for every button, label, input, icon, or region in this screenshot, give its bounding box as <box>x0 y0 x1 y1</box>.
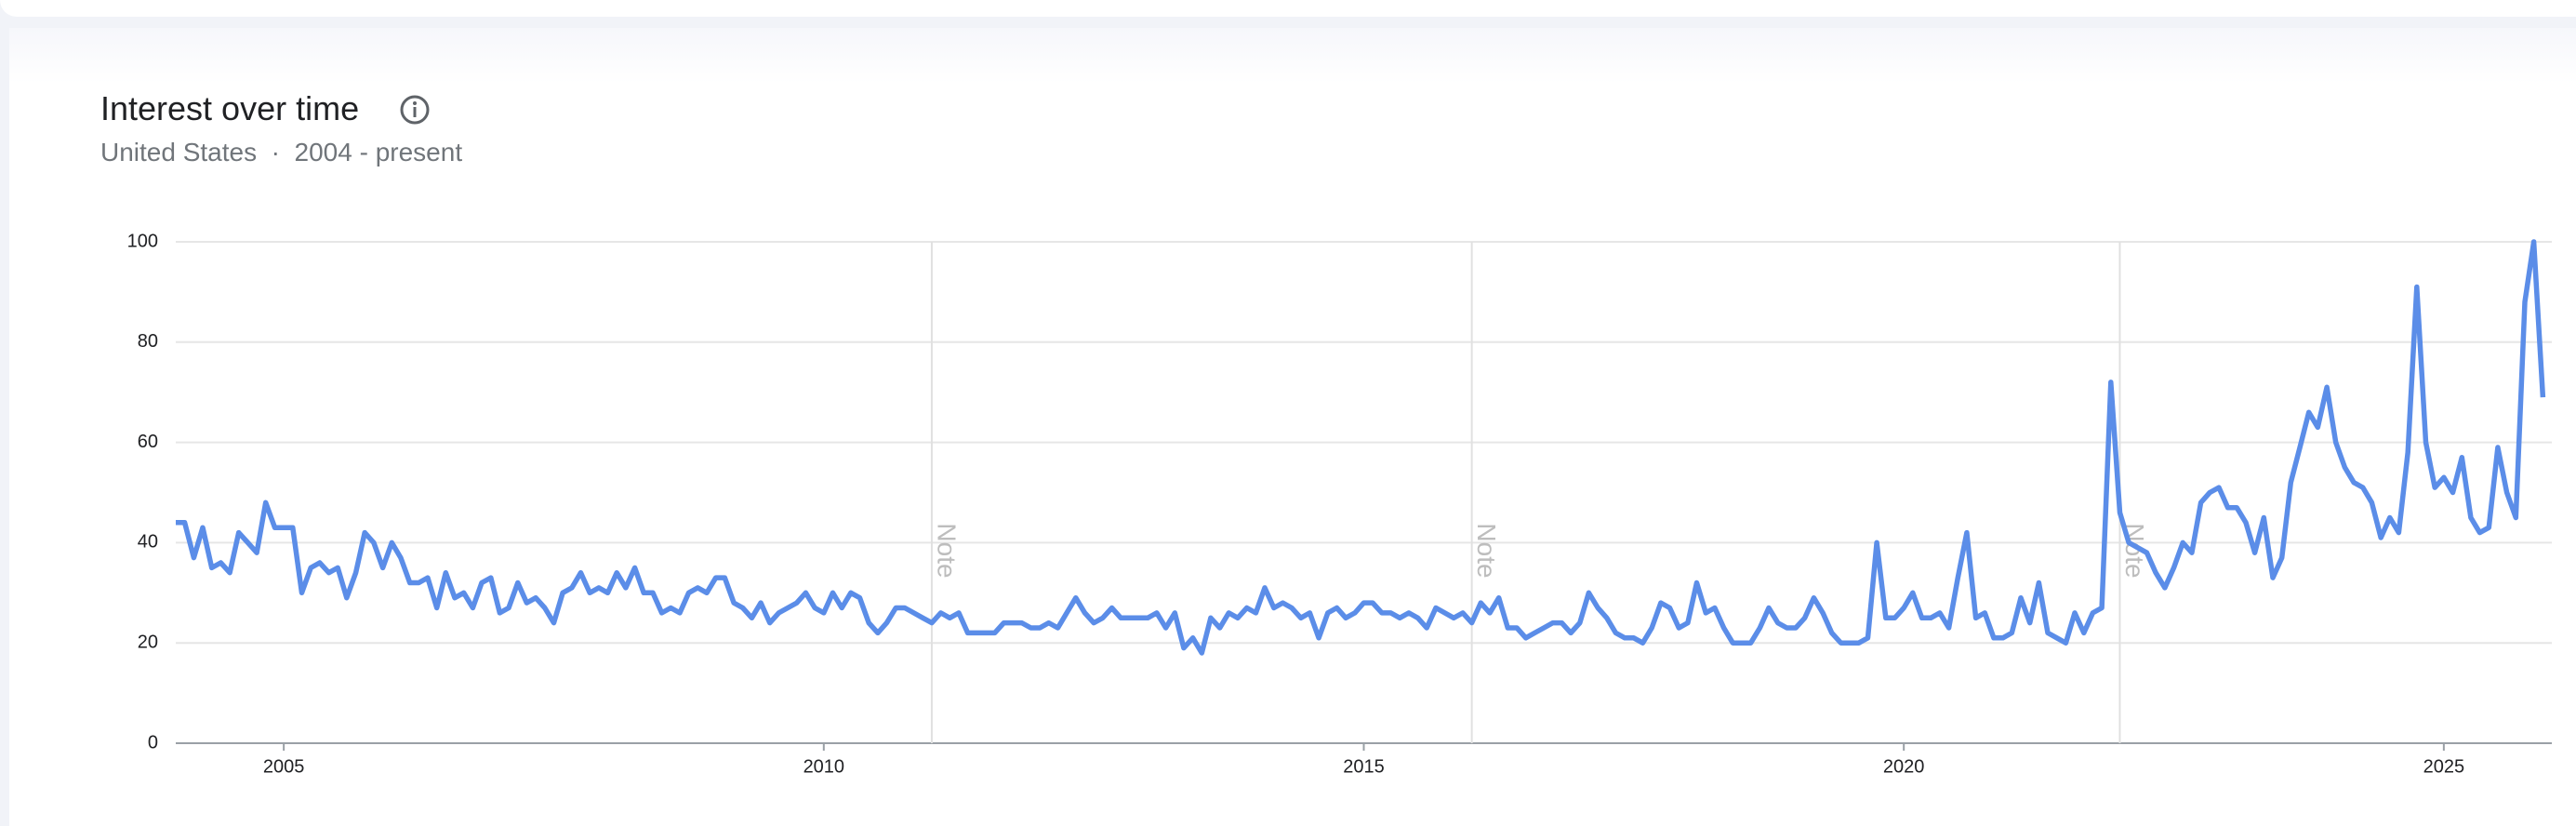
y-tick-label: 40 <box>138 532 158 553</box>
y-tick-label: 20 <box>138 632 158 652</box>
y-tick-label: 60 <box>138 432 158 452</box>
subtitle: United States · 2004 - present <box>100 138 463 167</box>
y-tick-label: 80 <box>138 331 158 352</box>
card <box>9 28 2576 826</box>
x-tick-label: 2005 <box>263 756 305 777</box>
x-tick-label: 2025 <box>2423 756 2465 777</box>
y-tick-label: 0 <box>148 732 158 753</box>
title: Interest over time <box>100 89 360 127</box>
x-tick-label: 2020 <box>1883 756 1925 777</box>
x-tick-label: 2010 <box>803 756 845 777</box>
x-tick-label: 2015 <box>1343 756 1385 777</box>
info-icon[interactable] <box>398 93 432 127</box>
note-label: Note <box>1472 523 1501 578</box>
line <box>176 239 2546 656</box>
y-tick-label: 100 <box>127 231 158 251</box>
note-label: Note <box>933 523 962 578</box>
top-card <box>0 0 2576 17</box>
